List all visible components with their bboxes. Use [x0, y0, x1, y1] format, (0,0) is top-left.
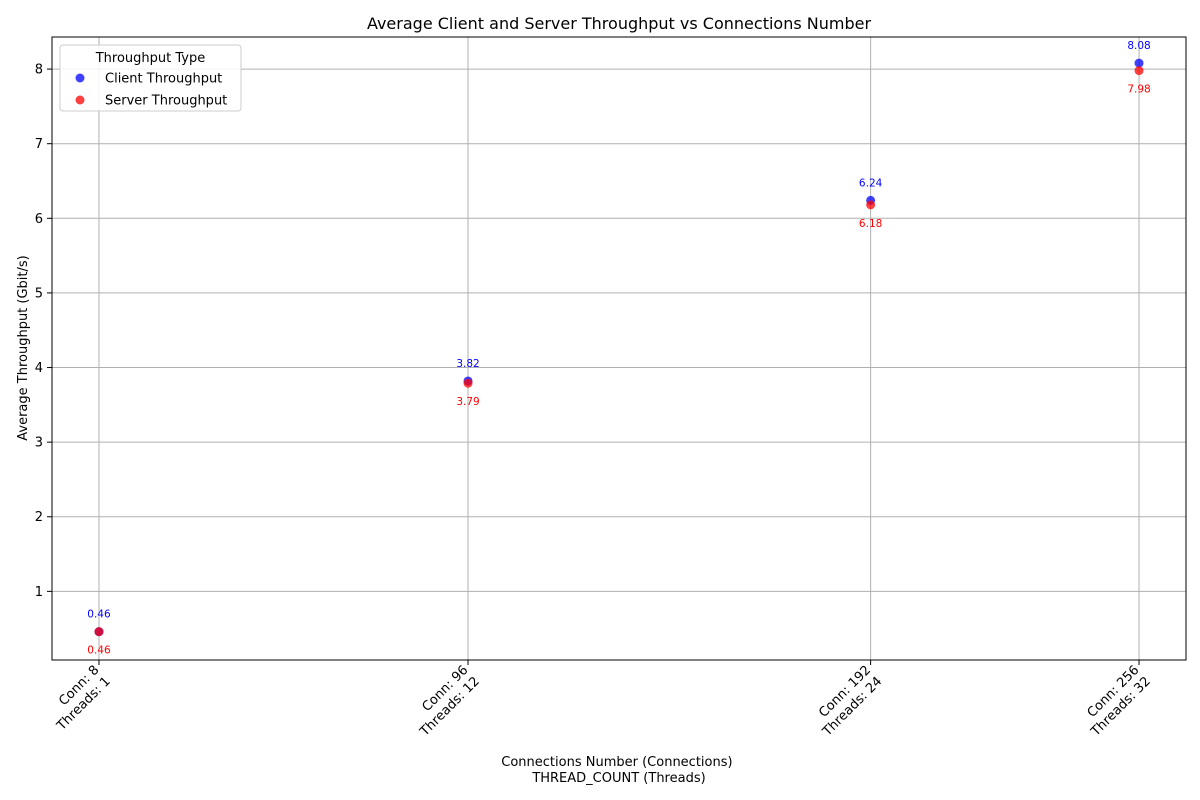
data-point-server — [463, 378, 473, 388]
legend-box — [59, 44, 242, 112]
data-label-server: 6.18 — [859, 218, 882, 230]
data-label-server: 3.79 — [456, 396, 479, 408]
legend: Throughput Type Client Throughput Server T… — [59, 44, 242, 112]
y-tick-label: 7 — [35, 137, 43, 152]
plot-frame — [51, 36, 1187, 661]
y-tick-label: 3 — [35, 436, 43, 451]
x-axis-label: Connections Number (Connections) THREAD_… — [501, 755, 736, 786]
y-tick-label: 2 — [35, 510, 43, 525]
chart-title: Average Client and Server Throughput vs … — [367, 14, 872, 33]
x-axis-label-line-2: THREAD_COUNT (Threads) — [531, 771, 705, 786]
y-tick-label: 6 — [35, 212, 43, 227]
data-point-server — [866, 200, 876, 210]
legend-marker-server — [75, 95, 85, 105]
data-point-client — [1134, 58, 1144, 68]
y-axis-label: Average Throughput (Gbit/s) — [16, 255, 31, 441]
data-label-server: 0.46 — [87, 645, 111, 657]
legend-title: Throughput Type — [95, 51, 206, 66]
data-label-server: 7.98 — [1127, 84, 1150, 96]
data-label-client: 8.08 — [1127, 40, 1150, 52]
data-label-client: 6.24 — [859, 177, 883, 189]
legend-entry-client: Client Throughput — [105, 72, 222, 87]
data-labels: 0.46 3.82 6.24 8.08 0.46 3.79 6.18 7.98 — [87, 40, 1150, 657]
legend-marker-client — [75, 73, 85, 83]
y-tick-label: 1 — [35, 585, 43, 600]
data-point-server — [94, 627, 104, 637]
x-axis-label-line-1: Connections Number (Connections) — [501, 755, 732, 770]
y-tick-label: 4 — [35, 361, 43, 376]
grid-lines — [52, 37, 1186, 660]
y-tick-label: 5 — [35, 286, 43, 301]
y-tick-label: 8 — [35, 63, 43, 78]
data-points — [94, 58, 1144, 637]
data-point-server — [1134, 66, 1144, 76]
data-label-client: 3.82 — [456, 358, 479, 370]
data-label-client: 0.46 — [87, 609, 111, 621]
legend-entry-server: Server Throughput — [105, 94, 227, 109]
